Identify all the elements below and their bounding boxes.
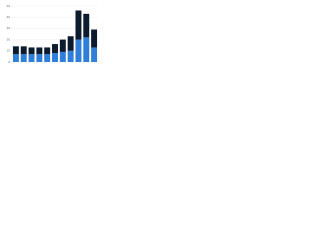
y-tick-label: 50 [7, 4, 11, 8]
bar-segment [12, 46, 19, 55]
y-tick-label: 0 [8, 60, 10, 64]
bar-segment [44, 47, 51, 55]
bar-segment [83, 37, 90, 62]
bar-segment [36, 54, 43, 62]
bar-segment [67, 36, 74, 51]
y-tick-label: 10 [7, 49, 11, 53]
bar-segment [36, 47, 43, 55]
bar-segment [59, 39, 66, 52]
bar-segment [52, 53, 58, 62]
bar-segment [83, 13, 90, 38]
bar-segment [75, 10, 82, 40]
bar-segment [67, 50, 74, 62]
bar-segment [28, 54, 35, 62]
bar-segment [91, 29, 98, 48]
bar-segment [44, 54, 51, 62]
y-tick-label: 20 [7, 37, 11, 41]
bar-segment [20, 46, 27, 55]
y-tick-label: 30 [7, 26, 11, 30]
chart: 0 10 20 30 40 50 [7, 4, 98, 64]
bar-segment [91, 47, 98, 62]
bar-segment [20, 54, 27, 62]
bar-segment [59, 51, 66, 62]
bar-segment [52, 44, 58, 54]
y-tick-label: 40 [7, 15, 11, 19]
bar-segment [28, 47, 35, 55]
bar-segment [12, 54, 19, 62]
bar-segment [75, 39, 82, 62]
